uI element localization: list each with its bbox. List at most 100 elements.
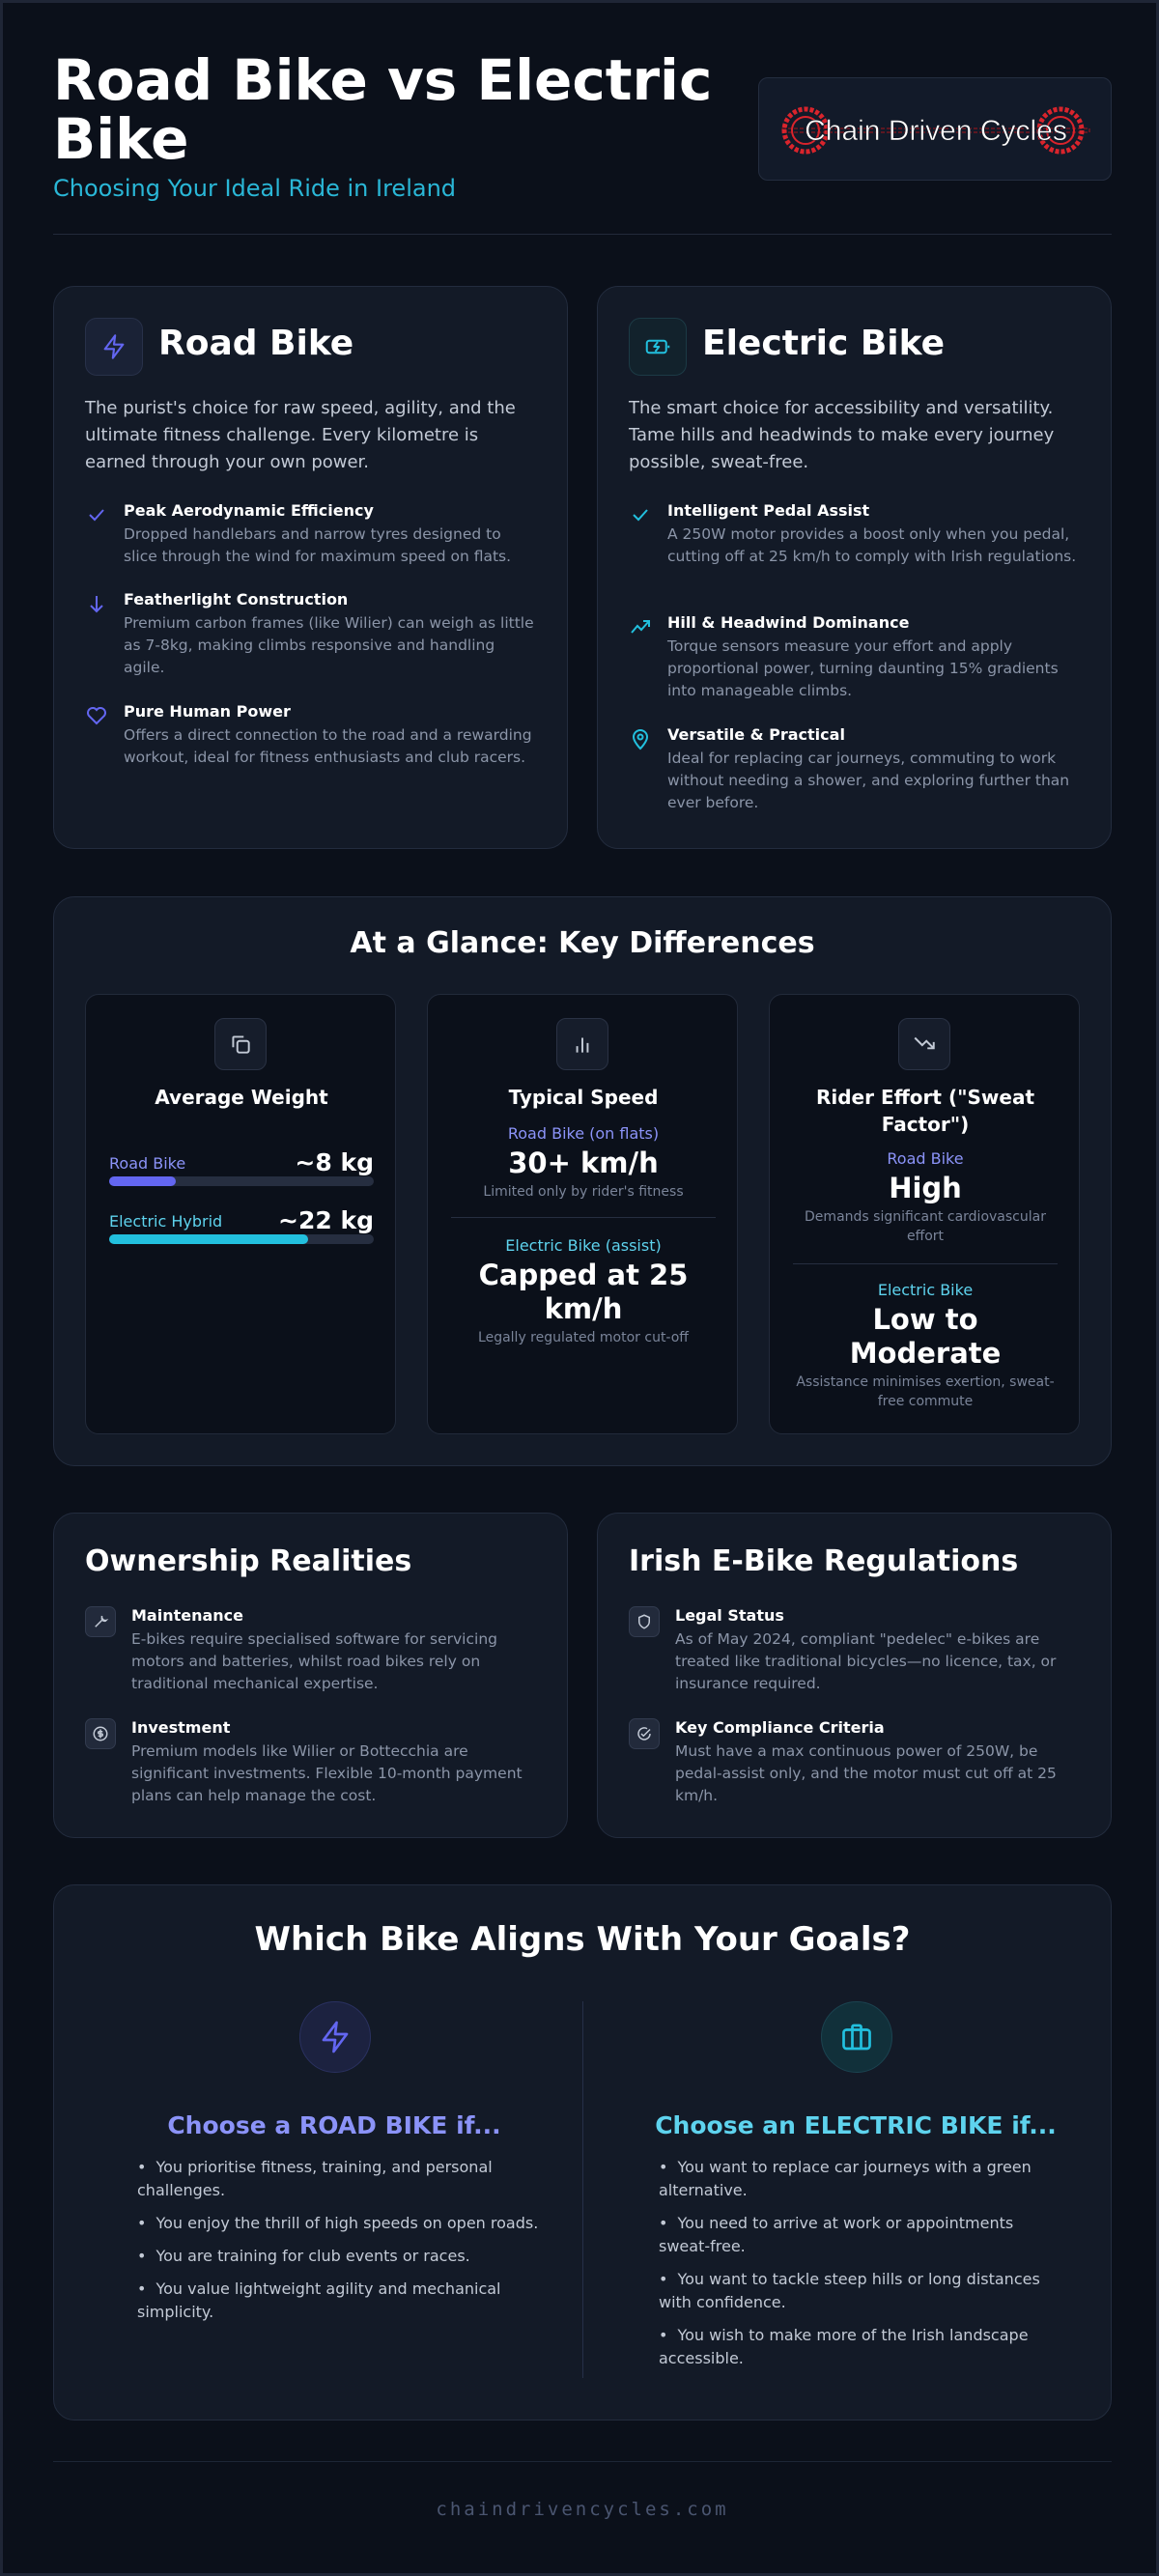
ownership-item-text: Premium models like Wilier or Bottecchia… [131,1742,523,1804]
weight-label: Electric Hybrid [109,1212,223,1231]
feature-text: Torque sensors measure your effort and a… [667,637,1059,699]
section-title: At a Glance: Key Differences [350,926,815,960]
weight-bar [109,1176,374,1186]
divider [451,1217,716,1218]
effort-electric: Electric Bike Low to Moderate Assistance… [781,1281,1069,1411]
column-divider [582,2001,583,2378]
footer-url[interactable]: chaindrivencycles.com [436,2499,729,2520]
weight-bar [109,1234,374,1244]
regulation-item-text: As of May 2024, compliant "pedelec" e-bi… [675,1630,1057,1692]
speed-card: Typical Speed Road Bike (on flats) 30+ k… [427,994,738,1434]
map-pin-icon [632,729,649,750]
logo: Chain Driven Cycles [758,77,1112,181]
trending-down-icon [898,1018,950,1070]
electric-bike-card: Electric Bike The smart choice for acces… [597,286,1112,849]
effort-value: Low to Moderate [849,1303,1002,1370]
speed-electric: Electric Bike (assist) Capped at 25 km/h… [439,1236,727,1347]
weight-label: Road Bike [109,1154,186,1173]
dollar-circle-icon [85,1718,116,1749]
speed-value: Capped at 25 km/h [478,1259,689,1325]
weight-value: ~22 kg [278,1206,374,1234]
list-item: You want to replace car journeys with a … [659,2156,1064,2202]
regulation-item-title: Legal Status [675,1606,784,1625]
page-subtitle: Choosing Your Ideal Ride in Ireland [53,175,457,202]
effort-value: High [889,1172,962,1204]
feature-title: Peak Aerodynamic Efficiency [124,501,374,520]
feature-text: Dropped handlebars and narrow tyres desi… [124,525,512,565]
lightning-icon [299,2001,371,2073]
speed-road: Road Bike (on flats) 30+ km/h Limited on… [439,1124,727,1202]
goals-section: Which Bike Aligns With Your Goals? Choos… [53,1884,1112,2420]
speed-title: Typical Speed [508,1086,659,1109]
regulation-item-text: Must have a max continuous power of 250W… [675,1742,1057,1804]
speed-note: Legally regulated motor cut-off [478,1330,689,1345]
header: Road Bike vs Electric Bike Choosing Your… [53,51,1112,235]
weight-row-road: Road Bike ~8 kg [109,1128,374,1186]
list-item: You want to tackle steep hills or long d… [659,2268,1064,2314]
list-item: You value lightweight agility and mechan… [137,2278,543,2324]
weight-value: ~8 kg [295,1148,374,1176]
copy-icon [214,1018,267,1070]
speed-value: 30+ km/h [508,1146,659,1179]
check-circle-icon [629,1718,660,1749]
road-goals-list: You prioritise fitness, training, and pe… [137,2156,543,2334]
feature-text: Premium carbon frames (like Wilier) can … [124,614,534,676]
briefcase-icon [821,2001,892,2073]
weight-bar-fill [109,1176,176,1186]
arrow-down-icon [90,596,103,613]
key-differences-section: At a Glance: Key Differences Average Wei… [53,896,1112,1466]
feature-title: Intelligent Pedal Assist [667,501,870,520]
effort-label: Electric Bike [877,1281,974,1299]
list-item: You wish to make more of the Irish lands… [659,2324,1064,2370]
regulation-item-title: Key Compliance Criteria [675,1718,885,1737]
weight-title: Average Weight [155,1086,328,1109]
feature-title: Pure Human Power [124,702,291,721]
weight-row-electric: Electric Hybrid ~22 kg [109,1186,374,1244]
check-icon [633,509,648,522]
feature-text: Ideal for replacing car journeys, commut… [667,750,1070,811]
trending-up-icon [631,620,650,634]
regulations-card: Irish E-Bike Regulations Legal Status As… [597,1513,1112,1838]
heart-icon [87,707,106,725]
ownership-item-title: Investment [131,1718,231,1737]
road-bike-description: The purist's choice for raw speed, agili… [85,398,516,472]
weight-card: Average Weight Road Bike ~8 kg Electric … [85,994,396,1434]
road-bike-card: Road Bike The purist's choice for raw sp… [53,286,568,849]
speed-label: Road Bike (on flats) [507,1124,660,1143]
electric-bike-description: The smart choice for accessibility and v… [629,398,1055,472]
road-goals-heading: Choose a ROAD BIKE if... [167,2111,501,2139]
effort-label: Road Bike [887,1149,964,1168]
regulations-title: Irish E-Bike Regulations [629,1544,1019,1578]
effort-note: Demands significant cardiovascular effor… [805,1209,1046,1244]
page-title: Road Bike vs Electric Bike [53,47,713,172]
list-item: You prioritise fitness, training, and pe… [137,2156,543,2202]
footer-divider [53,2461,1112,2462]
speed-label: Electric Bike (assist) [505,1236,662,1255]
chain-driven-cycles-logo: Chain Driven Cycles [781,106,1090,155]
electric-bike-title: Electric Bike [702,324,946,363]
feature-title: Featherlight Construction [124,590,349,609]
effort-road: Road Bike High Demands significant cardi… [781,1149,1069,1246]
feature-title: Hill & Headwind Dominance [667,613,910,632]
effort-title: Rider Effort ("Sweat Factor") [815,1086,1034,1136]
bar-chart-icon [556,1018,608,1070]
lightning-icon [85,318,143,376]
shield-icon [629,1606,660,1637]
goals-title: Which Bike Aligns With Your Goals? [254,1920,911,1959]
effort-card: Rider Effort ("Sweat Factor") Road Bike … [769,994,1080,1434]
weight-bar-fill [109,1234,308,1244]
logo-text: Chain Driven Cycles [805,115,1067,147]
list-item: You are training for club events or race… [137,2245,543,2268]
wrench-icon [85,1606,116,1637]
ownership-item-text: E-bikes require specialised software for… [131,1630,497,1692]
road-bike-title: Road Bike [158,324,354,363]
list-item: You need to arrive at work or appointmen… [659,2212,1064,2258]
feature-text: Offers a direct connection to the road a… [124,726,532,766]
effort-note: Assistance minimises exertion, sweat-fre… [796,1374,1055,1409]
battery-charging-icon [629,318,687,376]
divider [793,1263,1058,1264]
feature-text: A 250W motor provides a boost only when … [667,525,1077,565]
ownership-card: Ownership Realities Maintenance E-bikes … [53,1513,568,1838]
ownership-title: Ownership Realities [85,1544,412,1578]
